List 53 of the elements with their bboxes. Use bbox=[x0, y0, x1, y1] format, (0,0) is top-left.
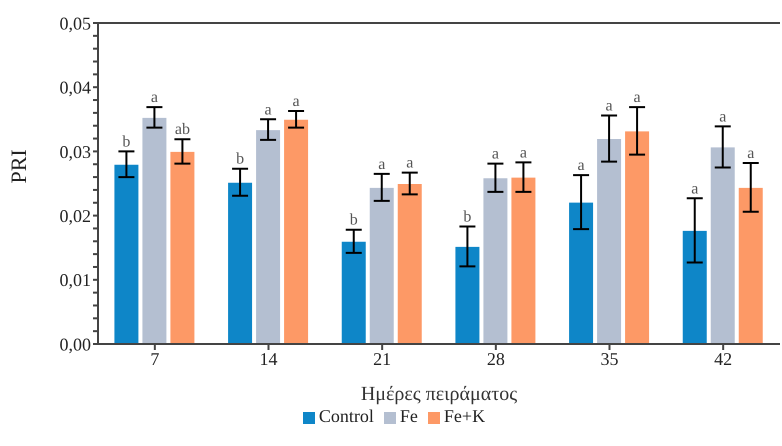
x-tick-label: 7 bbox=[150, 348, 160, 369]
annotation: a bbox=[150, 89, 158, 106]
annotation: b bbox=[350, 212, 358, 229]
bar bbox=[368, 186, 395, 344]
x-tick-label: 14 bbox=[260, 348, 278, 369]
legend-label: Fe bbox=[400, 406, 418, 426]
bar bbox=[283, 118, 310, 344]
bar bbox=[396, 183, 423, 344]
x-tick-label: 42 bbox=[714, 348, 732, 369]
bar bbox=[141, 116, 168, 344]
y-tick-label: 0,00 bbox=[60, 334, 91, 354]
annotation: a bbox=[264, 101, 272, 118]
annotation: a bbox=[634, 89, 641, 106]
bar bbox=[682, 230, 708, 344]
y-tick-label: 0,05 bbox=[60, 13, 91, 34]
bar bbox=[255, 129, 282, 344]
bar bbox=[738, 186, 764, 344]
y-tick-label: 0,01 bbox=[60, 270, 91, 290]
annotation: a bbox=[492, 146, 499, 163]
annotation: a bbox=[719, 108, 726, 126]
bar bbox=[340, 240, 367, 344]
annotation: a bbox=[406, 154, 414, 172]
annotation: a bbox=[747, 144, 754, 162]
x-tick-label: 28 bbox=[486, 348, 505, 369]
bar bbox=[510, 176, 536, 344]
bar bbox=[227, 182, 254, 344]
x-tick-label: 21 bbox=[373, 348, 392, 369]
annotation: a bbox=[378, 156, 386, 173]
y-tick-label: 0,04 bbox=[60, 78, 91, 98]
annotation: a bbox=[292, 92, 300, 110]
annotation: b bbox=[236, 150, 244, 168]
annotation: a bbox=[520, 144, 527, 162]
bar bbox=[624, 130, 650, 344]
bar bbox=[596, 138, 622, 344]
legend-label: Fe+K bbox=[444, 406, 486, 426]
bar bbox=[169, 150, 196, 344]
x-axis-title: Ημέρες πειράματος bbox=[360, 383, 518, 405]
y-tick-label: 0,02 bbox=[60, 206, 91, 226]
annotation: a bbox=[691, 180, 698, 198]
annotation: a bbox=[578, 157, 585, 174]
annotation: b bbox=[463, 208, 472, 226]
bar bbox=[454, 246, 480, 344]
annotation: a bbox=[606, 97, 613, 114]
x-tick-label: 35 bbox=[600, 348, 618, 369]
bar bbox=[568, 202, 594, 344]
y-axis-title: PRI bbox=[6, 149, 31, 184]
bar bbox=[113, 164, 140, 344]
y-tick-label: 0,03 bbox=[60, 142, 91, 162]
annotation: ab bbox=[174, 121, 190, 138]
bar bbox=[482, 177, 508, 344]
bar bbox=[710, 146, 736, 344]
annotation: b bbox=[122, 133, 130, 150]
legend-label: Control bbox=[318, 406, 374, 426]
